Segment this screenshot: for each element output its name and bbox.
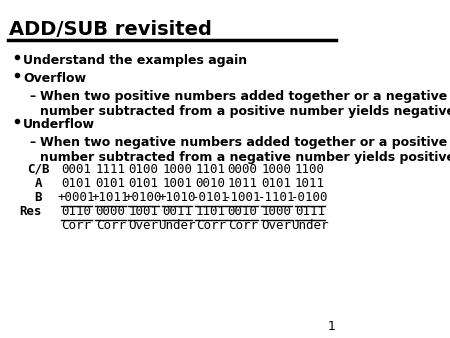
Text: 1111: 1111 [96,163,126,176]
Text: 0101: 0101 [96,177,126,190]
Text: 1011: 1011 [295,177,325,190]
Text: –: – [29,90,35,103]
Text: 1101: 1101 [196,205,225,218]
Text: 1001: 1001 [129,205,158,218]
Text: 1000: 1000 [162,163,192,176]
Text: +1011: +1011 [92,191,130,204]
Text: B: B [35,191,42,204]
Text: 0010: 0010 [228,205,258,218]
Text: 0001: 0001 [61,163,91,176]
Text: 0110: 0110 [61,205,91,218]
Text: Over: Over [129,219,158,232]
Text: 0010: 0010 [196,177,225,190]
Text: A: A [35,177,42,190]
Text: 0100: 0100 [129,163,158,176]
Text: 1000: 1000 [261,205,291,218]
Text: Under: Under [291,219,328,232]
Text: Res: Res [19,205,42,218]
Text: -1101: -1101 [257,191,295,204]
Text: Underflow: Underflow [23,118,95,131]
Text: 0101: 0101 [261,177,291,190]
Text: ADD/SUB revisited: ADD/SUB revisited [9,20,212,39]
Text: +0100: +0100 [125,191,162,204]
Text: 1: 1 [328,320,336,333]
Text: Corr: Corr [61,219,91,232]
Text: 0000: 0000 [96,205,126,218]
Text: +1010: +1010 [158,191,196,204]
Text: 1001: 1001 [162,177,192,190]
Text: 0011: 0011 [162,205,192,218]
Text: Corr: Corr [96,219,126,232]
Text: Corr: Corr [228,219,258,232]
Text: –: – [29,136,35,149]
Text: C/B: C/B [27,163,50,176]
Text: 0111: 0111 [295,205,325,218]
Text: Under: Under [158,219,196,232]
Text: 0101: 0101 [61,177,91,190]
Text: -0100: -0100 [291,191,328,204]
Text: 1011: 1011 [228,177,258,190]
Text: 1000: 1000 [261,163,291,176]
Text: 0101: 0101 [129,177,158,190]
Text: 1100: 1100 [295,163,325,176]
Text: When two negative numbers added together or a positive
number subtracted from a : When two negative numbers added together… [40,136,450,164]
Text: Corr: Corr [196,219,225,232]
Text: 0000: 0000 [228,163,258,176]
Text: Overflow: Overflow [23,72,86,85]
Text: When two positive numbers added together or a negative
number subtracted from a : When two positive numbers added together… [40,90,450,118]
Text: -0101: -0101 [192,191,230,204]
Text: Over: Over [261,219,291,232]
Text: 1101: 1101 [196,163,225,176]
Text: -1001: -1001 [224,191,261,204]
Text: +0001: +0001 [58,191,95,204]
Text: Understand the examples again: Understand the examples again [23,54,247,67]
